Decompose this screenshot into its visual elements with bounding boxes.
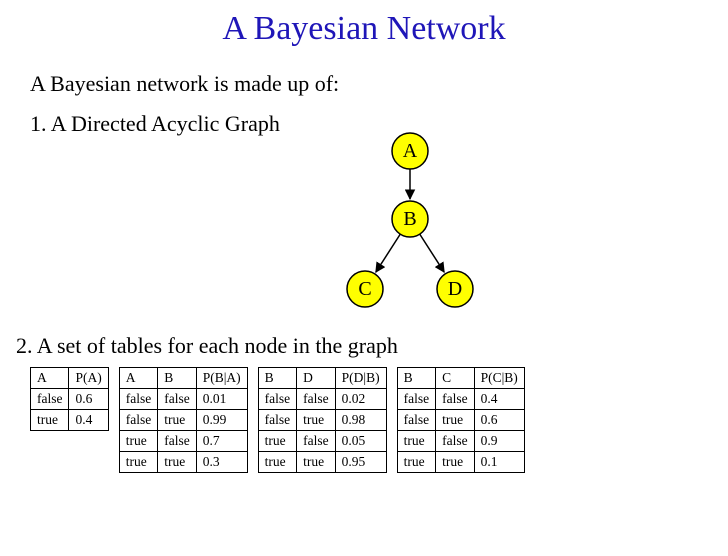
table-cell: false (436, 388, 474, 409)
edge-B-C (376, 234, 400, 272)
table-cell: false (119, 388, 157, 409)
edge-B-D (420, 234, 444, 272)
page-title: A Bayesian Network (0, 10, 728, 48)
table-cell: false (119, 409, 157, 430)
table-header-cell: A (31, 367, 69, 388)
table-row: true0.4 (31, 409, 109, 430)
table-cell: true (119, 451, 157, 472)
table-cell: true (297, 409, 335, 430)
table-cell: 0.4 (69, 409, 108, 430)
table-row: falsefalse0.01 (119, 388, 247, 409)
table-header-cell: P(C|B) (474, 367, 524, 388)
table-cell: 0.02 (335, 388, 386, 409)
table-cell: 0.98 (335, 409, 386, 430)
table-cell: false (31, 388, 69, 409)
cpt-table-2: BDP(D|B)falsefalse0.02falsetrue0.98truef… (258, 367, 387, 473)
table-row: truefalse0.05 (258, 430, 386, 451)
table-header-cell: A (119, 367, 157, 388)
table-cell: false (158, 430, 196, 451)
table-header-cell: P(B|A) (196, 367, 247, 388)
table-row: falsetrue0.98 (258, 409, 386, 430)
table-row: truefalse0.7 (119, 430, 247, 451)
table-cell: true (436, 409, 474, 430)
table-row: falsetrue0.99 (119, 409, 247, 430)
table-row: truetrue0.3 (119, 451, 247, 472)
table-row: truetrue0.95 (258, 451, 386, 472)
table-cell: 0.05 (335, 430, 386, 451)
table-cell: false (397, 409, 435, 430)
dag-graph: A B C D (310, 126, 570, 326)
table-row: truetrue0.1 (397, 451, 524, 472)
table-cell: true (258, 430, 296, 451)
table-cell: 0.6 (69, 388, 108, 409)
node-label-A: A (403, 140, 418, 162)
table-cell: true (158, 409, 196, 430)
table-cell: false (436, 430, 474, 451)
point-2: 2. A set of tables for each node in the … (16, 333, 728, 359)
node-label-C: C (358, 278, 371, 300)
table-header-cell: B (397, 367, 435, 388)
table-cell: true (297, 451, 335, 472)
table-header-cell: B (158, 367, 196, 388)
table-cell: true (436, 451, 474, 472)
table-header-cell: C (436, 367, 474, 388)
table-cell: 0.3 (196, 451, 247, 472)
table-cell: true (258, 451, 296, 472)
table-cell: 0.7 (196, 430, 247, 451)
table-cell: 0.95 (335, 451, 386, 472)
table-cell: 0.99 (196, 409, 247, 430)
table-row: falsefalse0.4 (397, 388, 524, 409)
table-header-cell: D (297, 367, 335, 388)
table-row: falsefalse0.02 (258, 388, 386, 409)
cpt-table-1: ABP(B|A)falsefalse0.01falsetrue0.99truef… (119, 367, 248, 473)
intro-text: A Bayesian network is made up of: (30, 71, 728, 97)
table-row: falsetrue0.6 (397, 409, 524, 430)
table-header-cell: B (258, 367, 296, 388)
table-cell: true (31, 409, 69, 430)
node-label-D: D (448, 278, 462, 300)
table-cell: false (397, 388, 435, 409)
table-cell: false (258, 388, 296, 409)
cpt-table-3: BCP(C|B)falsefalse0.4falsetrue0.6truefal… (397, 367, 525, 473)
node-label-B: B (403, 208, 416, 230)
table-cell: 0.01 (196, 388, 247, 409)
table-cell: 0.1 (474, 451, 524, 472)
table-header-cell: P(A) (69, 367, 108, 388)
cpt-tables-row: AP(A)false0.6true0.4ABP(B|A)falsefalse0.… (30, 367, 728, 473)
table-cell: false (258, 409, 296, 430)
table-cell: true (158, 451, 196, 472)
table-cell: 0.9 (474, 430, 524, 451)
table-cell: false (297, 430, 335, 451)
table-cell: false (158, 388, 196, 409)
table-cell: false (297, 388, 335, 409)
table-row: false0.6 (31, 388, 109, 409)
table-cell: 0.6 (474, 409, 524, 430)
table-cell: true (119, 430, 157, 451)
table-header-cell: P(D|B) (335, 367, 386, 388)
table-cell: true (397, 451, 435, 472)
cpt-table-0: AP(A)false0.6true0.4 (30, 367, 109, 431)
table-row: truefalse0.9 (397, 430, 524, 451)
table-cell: 0.4 (474, 388, 524, 409)
table-cell: true (397, 430, 435, 451)
